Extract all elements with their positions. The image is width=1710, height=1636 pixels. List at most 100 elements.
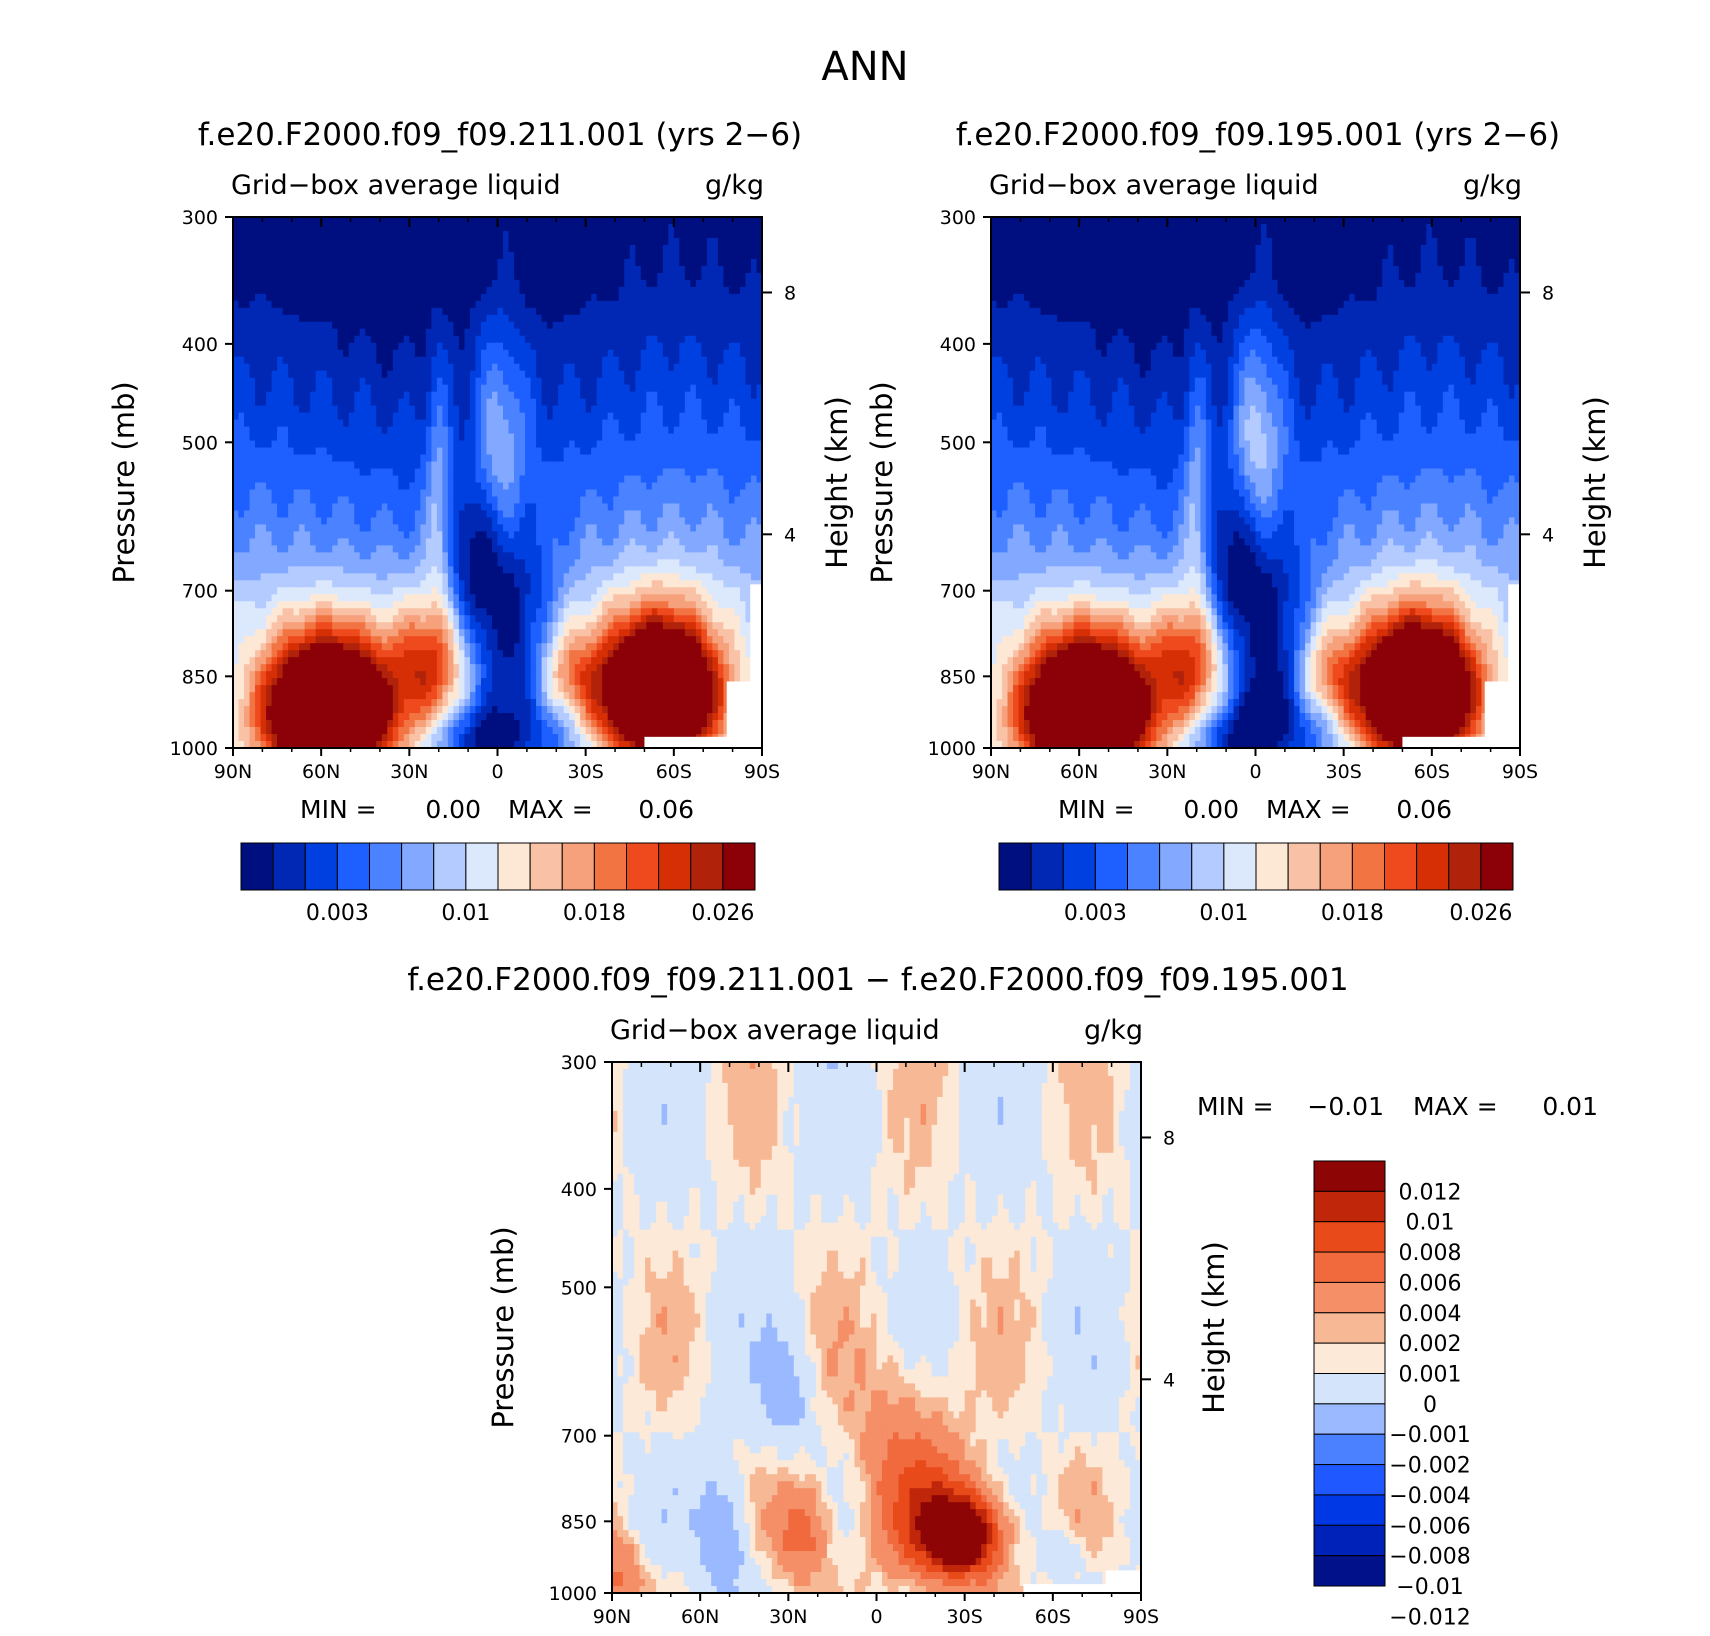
- contour-cell: [436, 454, 444, 463]
- contour-cell: [332, 566, 339, 575]
- contour-cell: [486, 384, 493, 393]
- contour-cell: [370, 335, 377, 344]
- contour-cell: [701, 244, 708, 253]
- contour-cell: [591, 293, 598, 302]
- contour-cell: [552, 538, 559, 547]
- contour-cell: [596, 461, 603, 470]
- contour-cell: [453, 223, 460, 232]
- contour-cell: [596, 517, 603, 526]
- contour-cell: [282, 559, 289, 568]
- contour-cell: [491, 503, 499, 512]
- contour-cell: [293, 524, 300, 533]
- contour-cell: [585, 398, 592, 407]
- contour-cell: [436, 573, 444, 582]
- contour-cell: [354, 300, 361, 309]
- contour-cell: [381, 237, 388, 246]
- contour-cell: [701, 440, 708, 449]
- contour-cell: [662, 356, 670, 365]
- contour-cell: [541, 454, 548, 463]
- contour-cell: [244, 300, 251, 309]
- contour-cell: [337, 524, 344, 533]
- contour-cell: [728, 496, 736, 505]
- contour-cell: [514, 293, 521, 302]
- contour-cell: [756, 217, 762, 225]
- contour-cell: [734, 559, 741, 568]
- contour-cell: [414, 573, 422, 582]
- contour-cell: [695, 538, 703, 547]
- contour-cell: [690, 279, 697, 288]
- contour-cell: [354, 468, 361, 477]
- contour-cell: [536, 468, 543, 477]
- contour-cell: [574, 566, 581, 575]
- contour-cell: [519, 342, 526, 351]
- contour-cell: [486, 307, 493, 316]
- contour-cell: [613, 496, 620, 505]
- contour-cell: [602, 258, 609, 267]
- contour-cell: [293, 433, 300, 442]
- contour-cell: [343, 335, 350, 344]
- contour-cell: [365, 384, 372, 393]
- contour-cell: [370, 461, 377, 470]
- contour-cell: [332, 223, 339, 232]
- contour-cell: [602, 265, 609, 274]
- contour-cell: [591, 489, 598, 498]
- contour-cell: [690, 286, 697, 295]
- contour-cell: [547, 377, 554, 386]
- contour-cell: [387, 482, 394, 491]
- contour-cell: [398, 230, 405, 239]
- contour-cell: [580, 265, 587, 274]
- contour-cell: [365, 321, 372, 330]
- contour-cell: [266, 265, 273, 274]
- contour-cell: [574, 279, 581, 288]
- contour-cell: [712, 258, 719, 267]
- contour-cell: [398, 321, 405, 330]
- contour-cell: [635, 426, 642, 435]
- contour-cell: [453, 461, 460, 470]
- contour-cell: [541, 300, 548, 309]
- contour-cell: [447, 251, 455, 260]
- contour-cell: [381, 510, 388, 519]
- contour-cell: [580, 559, 587, 568]
- contour-cell: [563, 559, 570, 568]
- contour-cell: [315, 223, 322, 232]
- contour-cell: [695, 510, 703, 519]
- contour-cell: [712, 559, 719, 568]
- contour-cell: [348, 538, 355, 547]
- contour-cell: [596, 454, 603, 463]
- contour-cell: [734, 566, 741, 575]
- contour-cell: [514, 559, 521, 568]
- contour-cell: [431, 545, 438, 554]
- contour-cell: [458, 468, 466, 477]
- contour-cell: [673, 489, 681, 498]
- contour-cell: [260, 230, 267, 239]
- contour-cell: [458, 412, 466, 421]
- contour-cell: [651, 223, 658, 232]
- contour-cell: [508, 573, 515, 582]
- contour-cell: [249, 363, 256, 372]
- contour-cell: [453, 433, 460, 442]
- contour-cell: [618, 293, 625, 302]
- contour-cell: [679, 265, 686, 274]
- contour-cell: [420, 482, 427, 491]
- contour-cell: [640, 272, 647, 281]
- contour-cell: [547, 335, 554, 344]
- contour-cell: [497, 489, 504, 498]
- contour-cell: [315, 552, 322, 561]
- contour-cell: [414, 370, 422, 379]
- contour-cell: [596, 503, 603, 512]
- contour-cell: [519, 398, 526, 407]
- contour-cell: [420, 300, 427, 309]
- contour-cell: [591, 342, 598, 351]
- contour-cell: [569, 398, 576, 407]
- contour-cell: [657, 489, 664, 498]
- contour-cell: [651, 468, 658, 477]
- contour-cell: [734, 237, 741, 246]
- contour-cell: [447, 552, 455, 561]
- contour-cell: [304, 293, 311, 302]
- contour-cell: [563, 503, 570, 512]
- contour-cell: [525, 566, 532, 575]
- contour-cell: [271, 412, 278, 421]
- contour-cell: [486, 454, 493, 463]
- contour-cell: [552, 517, 559, 526]
- contour-cell: [480, 503, 488, 512]
